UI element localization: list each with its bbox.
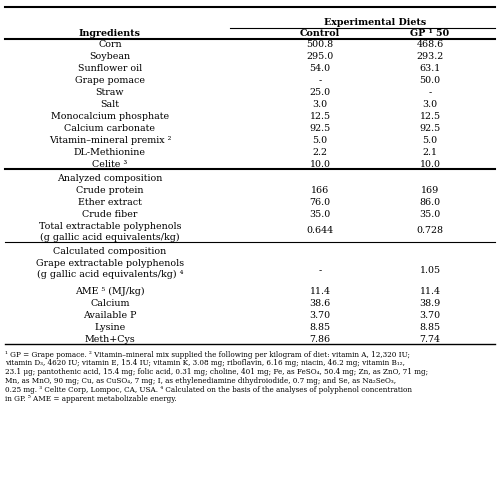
Text: 500.8: 500.8 [306, 40, 334, 49]
Text: 3.0: 3.0 [312, 99, 328, 109]
Text: Grape pomace: Grape pomace [75, 75, 145, 85]
Text: 11.4: 11.4 [310, 287, 330, 295]
Text: Salt: Salt [100, 99, 119, 109]
Text: 76.0: 76.0 [310, 198, 330, 207]
Text: -: - [318, 267, 322, 275]
Text: ¹ GP = Grape pomace. ² Vitamin–mineral mix supplied the following per kilogram o: ¹ GP = Grape pomace. ² Vitamin–mineral m… [5, 350, 410, 359]
Text: 38.9: 38.9 [420, 298, 440, 308]
Text: 50.0: 50.0 [420, 75, 440, 85]
Text: 38.6: 38.6 [310, 298, 330, 308]
Text: Mn, as MnO, 90 mg; Cu, as CuSO₄, 7 mg; I, as ethylenediamine dihydroiodide, 0.7 : Mn, as MnO, 90 mg; Cu, as CuSO₄, 7 mg; I… [5, 377, 396, 385]
Text: Crude protein: Crude protein [76, 186, 144, 195]
Text: 54.0: 54.0 [310, 64, 330, 73]
Text: 166: 166 [311, 186, 329, 195]
Text: DL-Methionine: DL-Methionine [74, 147, 146, 157]
Text: Vitamin–mineral premix ²: Vitamin–mineral premix ² [49, 136, 171, 145]
Text: Soybean: Soybean [90, 52, 130, 61]
Text: 5.0: 5.0 [312, 136, 328, 145]
Text: Corn: Corn [98, 40, 122, 49]
Text: 25.0: 25.0 [310, 88, 330, 97]
Text: 86.0: 86.0 [420, 198, 440, 207]
Text: Available P: Available P [83, 311, 137, 319]
Text: 169: 169 [421, 186, 439, 195]
Text: Lysine: Lysine [94, 322, 126, 332]
Text: 8.85: 8.85 [420, 322, 440, 332]
Text: 2.2: 2.2 [312, 147, 328, 157]
Text: Grape extractable polyphenols
(g gallic acid equivalents/kg) ⁴: Grape extractable polyphenols (g gallic … [36, 259, 184, 279]
Text: 35.0: 35.0 [420, 210, 440, 219]
Text: -: - [318, 75, 322, 85]
Text: -: - [428, 88, 432, 97]
Text: Experimental Diets: Experimental Diets [324, 18, 426, 27]
Text: 92.5: 92.5 [310, 123, 330, 133]
Text: 0.728: 0.728 [416, 226, 444, 235]
Text: AME ⁵ (MJ/kg): AME ⁵ (MJ/kg) [75, 287, 145, 296]
Text: 11.4: 11.4 [420, 287, 440, 295]
Text: 23.1 μg; pantothenic acid, 15.4 mg; folic acid, 0.31 mg; choline, 401 mg; Fe, as: 23.1 μg; pantothenic acid, 15.4 mg; foli… [5, 368, 428, 376]
Text: 7.86: 7.86 [310, 335, 330, 343]
Text: 3.70: 3.70 [310, 311, 330, 319]
Text: 10.0: 10.0 [420, 160, 440, 169]
Text: 7.74: 7.74 [420, 335, 440, 343]
Text: in GP. ⁵ AME = apparent metabolizable energy.: in GP. ⁵ AME = apparent metabolizable en… [5, 394, 176, 403]
Text: 0.644: 0.644 [306, 226, 334, 235]
Text: Calcium carbonate: Calcium carbonate [64, 123, 156, 133]
Text: 12.5: 12.5 [420, 112, 440, 121]
Text: Meth+Cys: Meth+Cys [84, 335, 136, 343]
Text: 1.05: 1.05 [420, 267, 440, 275]
Text: Sunflower oil: Sunflower oil [78, 64, 142, 73]
Text: Analyzed composition: Analyzed composition [58, 174, 162, 183]
Text: 468.6: 468.6 [416, 40, 444, 49]
Text: 295.0: 295.0 [306, 52, 334, 61]
Text: Ether extract: Ether extract [78, 198, 142, 207]
Text: 63.1: 63.1 [420, 64, 440, 73]
Text: Monocalcium phosphate: Monocalcium phosphate [51, 112, 169, 121]
Text: Celite ³: Celite ³ [92, 160, 128, 169]
Text: 8.85: 8.85 [310, 322, 330, 332]
Text: GP ¹ 50: GP ¹ 50 [410, 29, 450, 38]
Text: Ingredients: Ingredients [79, 29, 141, 38]
Text: 293.2: 293.2 [416, 52, 444, 61]
Text: Calcium: Calcium [90, 298, 130, 308]
Text: Control: Control [300, 29, 340, 38]
Text: Calculated composition: Calculated composition [54, 247, 166, 256]
Text: 12.5: 12.5 [310, 112, 330, 121]
Text: 3.70: 3.70 [420, 311, 440, 319]
Text: Straw: Straw [96, 88, 124, 97]
Text: 3.0: 3.0 [422, 99, 438, 109]
Text: Total extractable polyphenols
(g gallic acid equivalents/kg): Total extractable polyphenols (g gallic … [39, 222, 181, 242]
Text: 2.1: 2.1 [422, 147, 438, 157]
Text: 5.0: 5.0 [422, 136, 438, 145]
Text: 35.0: 35.0 [310, 210, 330, 219]
Text: 92.5: 92.5 [420, 123, 440, 133]
Text: 0.25 mg. ³ Celite Corp, Lompoc, CA, USA. ⁴ Calculated on the basis of the analys: 0.25 mg. ³ Celite Corp, Lompoc, CA, USA.… [5, 386, 412, 394]
Text: vitamin D₃, 4620 IU; vitamin E, 15.4 IU; vitamin K, 3.08 mg; riboflavin, 6.16 mg: vitamin D₃, 4620 IU; vitamin E, 15.4 IU;… [5, 359, 405, 368]
Text: 10.0: 10.0 [310, 160, 330, 169]
Text: Crude fiber: Crude fiber [82, 210, 138, 219]
